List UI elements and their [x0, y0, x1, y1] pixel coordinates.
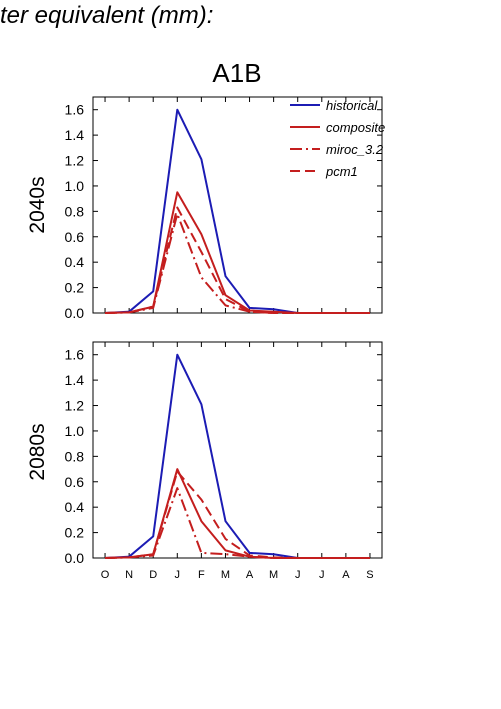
- y-tick-label: 1.2: [65, 153, 85, 169]
- y-tick-label: 0.2: [65, 280, 85, 296]
- x-tick-label: J: [175, 569, 181, 581]
- legend-label: pcm1: [325, 164, 358, 179]
- x-tick-label: M: [221, 569, 230, 581]
- y-tick-label: 0.6: [65, 229, 85, 245]
- series-line-composite: [104, 191, 370, 314]
- x-tick-label: S: [366, 569, 373, 581]
- y-axis-label: 2080s: [26, 423, 49, 480]
- x-tick-label: N: [125, 569, 133, 581]
- x-tick-label: A: [246, 569, 254, 581]
- page-title: ter equivalent (mm):: [0, 2, 214, 29]
- y-tick-label: 0.8: [65, 203, 85, 219]
- y-tick-label: 1.6: [65, 102, 85, 118]
- legend-label: composite: [326, 120, 385, 135]
- y-tick-label: 0.4: [65, 254, 85, 270]
- x-tick-label: M: [269, 569, 278, 581]
- plot-frame: [92, 96, 383, 314]
- y-tick-label: 0.8: [65, 448, 85, 464]
- series-line-historical: [104, 108, 370, 314]
- legend-label: miroc_3.2: [326, 142, 384, 157]
- x-tick-label: F: [198, 569, 205, 581]
- legend-label: historical: [326, 98, 378, 113]
- x-tick-label: D: [149, 569, 157, 581]
- series-line-pcm1: [104, 206, 370, 314]
- panel-2040s: 0.0 0.2 0.4 0.6 0.8 1.0 1.2 1.4 1.6 2040s historic…: [26, 96, 385, 321]
- x-tick-label: J: [319, 569, 325, 581]
- series-line-miroc-3-2: [104, 212, 370, 314]
- y-tick-label: 0.2: [65, 525, 85, 541]
- y-tick-label: 1.2: [65, 398, 85, 414]
- plot-frame: [92, 341, 383, 559]
- series-line-historical: [104, 353, 370, 559]
- y-tick-label: 0.6: [65, 474, 85, 490]
- y-tick-label: 1.6: [65, 347, 85, 363]
- x-tick-label: J: [295, 569, 301, 581]
- x-tick-label: A: [342, 569, 350, 581]
- y-tick-label: 0.0: [65, 305, 85, 321]
- y-tick-label: 1.0: [65, 423, 85, 439]
- y-tick-label: 1.4: [65, 372, 85, 388]
- y-tick-label: 1.0: [65, 178, 85, 194]
- y-axis-label: 2040s: [26, 176, 49, 233]
- y-tick-label: 1.4: [65, 127, 85, 143]
- y-tick-label: 0.4: [65, 499, 85, 515]
- series-line-pcm1: [104, 470, 370, 559]
- y-tick-label: 0.0: [65, 550, 85, 566]
- panel-2080s: 0.0 0.2 0.4 0.6 0.8 1.0 1.2 1.4 1.6 O N D J F M A M J J A S 2…: [26, 341, 383, 581]
- x-tick-label: O: [101, 569, 110, 581]
- chart-title: A1B: [212, 58, 261, 88]
